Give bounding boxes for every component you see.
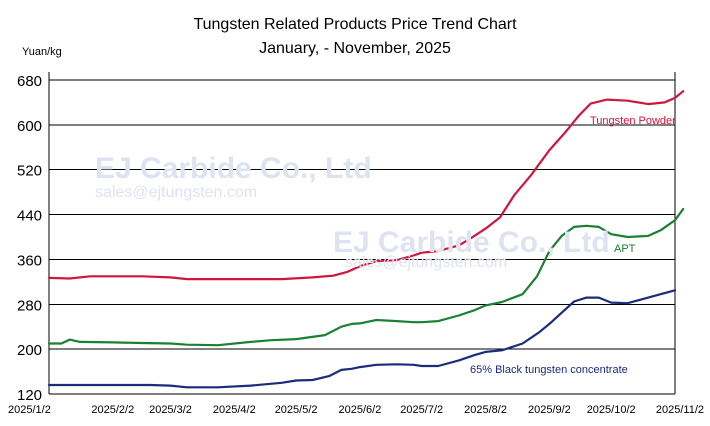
series-label: Tungsten Powder bbox=[590, 115, 676, 127]
y-axis-unit-label: Yuan/kg bbox=[22, 46, 62, 58]
series-line bbox=[47, 207, 685, 347]
x-tick-label: 2025/2/2 bbox=[91, 404, 134, 416]
x-tick-label: 2025/5/2 bbox=[275, 404, 318, 416]
x-tick-label: 2025/1/2 bbox=[8, 404, 51, 416]
y-tick-label: 440 bbox=[17, 208, 42, 225]
x-tick-label: 2025/7/2 bbox=[400, 404, 443, 416]
x-tick-label: 2025/3/2 bbox=[149, 404, 192, 416]
watermark-email-1: sales@ejtungsten.com bbox=[95, 184, 258, 201]
y-tick-label: 200 bbox=[17, 342, 42, 359]
y-tick-label: 520 bbox=[17, 163, 42, 180]
watermark-email-2: sales@ejtungsten.com bbox=[345, 254, 508, 271]
chart-subtitle: January, - November, 2025 bbox=[259, 40, 451, 57]
x-tick-label: 2025/4/2 bbox=[213, 404, 256, 416]
x-tick-label: 2025/10/2 bbox=[587, 404, 636, 416]
x-tick-label: 2025/6/2 bbox=[339, 404, 382, 416]
series-label: 65% Black tungsten concentrate bbox=[470, 364, 628, 376]
x-tick-label: 2025/9/2 bbox=[528, 404, 571, 416]
y-tick-label: 600 bbox=[17, 118, 42, 135]
series-label: APT bbox=[614, 243, 636, 255]
y-tick-label: 680 bbox=[17, 73, 42, 90]
y-tick-label: 120 bbox=[17, 387, 42, 404]
x-tick-label: 2025/11/2 bbox=[656, 404, 704, 416]
y-tick-label: 360 bbox=[17, 252, 42, 269]
watermark-company-2: EJ Carbide Co., Ltd bbox=[333, 226, 610, 259]
y-tick-label: 280 bbox=[17, 297, 42, 314]
chart-title: Tungsten Related Products Price Trend Ch… bbox=[193, 16, 517, 33]
series-line bbox=[47, 289, 677, 389]
watermark-company-1: EJ Carbide Co., Ltd bbox=[95, 152, 372, 185]
series-line bbox=[47, 90, 685, 281]
x-tick-label: 2025/8/2 bbox=[464, 404, 507, 416]
